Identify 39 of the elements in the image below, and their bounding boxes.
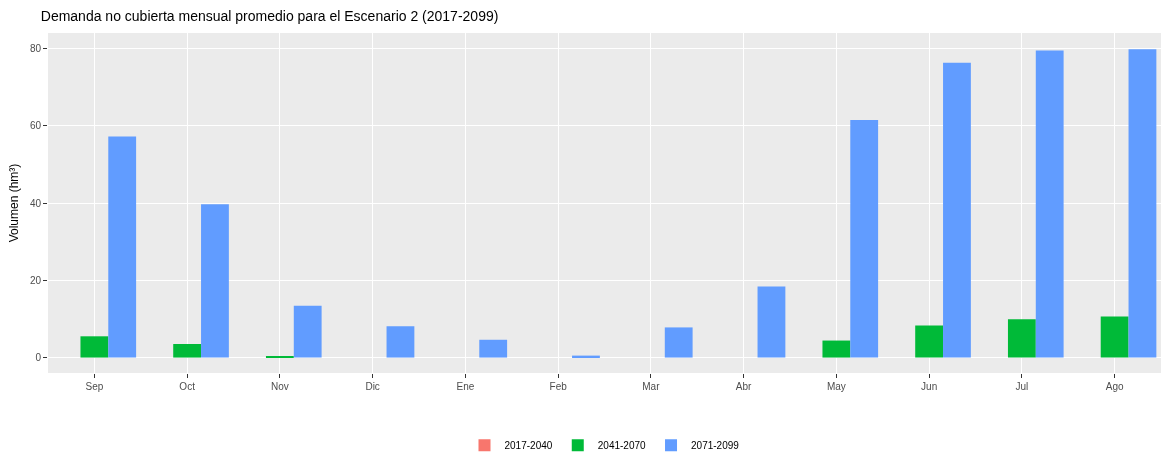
- x-tick-label: Jun: [921, 381, 938, 392]
- bar: [1128, 49, 1157, 358]
- y-tick-label: 80: [29, 42, 42, 54]
- bar: [915, 325, 944, 358]
- bar: [757, 286, 786, 358]
- bar: [850, 119, 879, 358]
- bar: [201, 204, 229, 358]
- legend-label: 2071-2099: [691, 440, 740, 452]
- bar: [1100, 316, 1129, 358]
- bar: [293, 305, 322, 358]
- x-tick-label: Nov: [270, 381, 289, 392]
- x-tick-label: Dic: [365, 381, 380, 392]
- bar: [479, 339, 508, 358]
- x-tick-label: Ago: [1105, 381, 1124, 392]
- x-tick-label: Feb: [549, 381, 568, 392]
- y-tick-label: 60: [29, 120, 42, 132]
- x-tick-label: Mar: [642, 381, 661, 392]
- bar: [1007, 319, 1036, 358]
- bar: [1035, 50, 1064, 358]
- bar: [943, 62, 971, 358]
- y-tick-label: 0: [35, 352, 42, 364]
- legend-label: 2017-2040: [504, 440, 553, 452]
- x-tick-label: Ene: [456, 381, 475, 392]
- legend-label: 2041-2070: [597, 440, 647, 452]
- bar: [80, 336, 109, 358]
- y-tick-label: 40: [29, 197, 42, 209]
- bar: [664, 327, 693, 358]
- bar: [173, 344, 202, 358]
- bar: [386, 326, 415, 358]
- chart-title: Demanda no cubierta mensual promedio para el Escenario 2 (2017-2099): [40, 8, 499, 25]
- x-tick-label: Abr: [735, 381, 753, 392]
- x-tick-label: Oct: [179, 381, 196, 392]
- bar: [108, 136, 137, 358]
- x-tick-label: Jul: [1015, 381, 1029, 392]
- x-tick-label: Sep: [85, 381, 104, 392]
- y-tick-label: 20: [29, 274, 42, 286]
- bar: [822, 340, 851, 358]
- y-axis-title: Volumen (hm³): [7, 163, 22, 243]
- x-tick-label: May: [826, 381, 846, 392]
